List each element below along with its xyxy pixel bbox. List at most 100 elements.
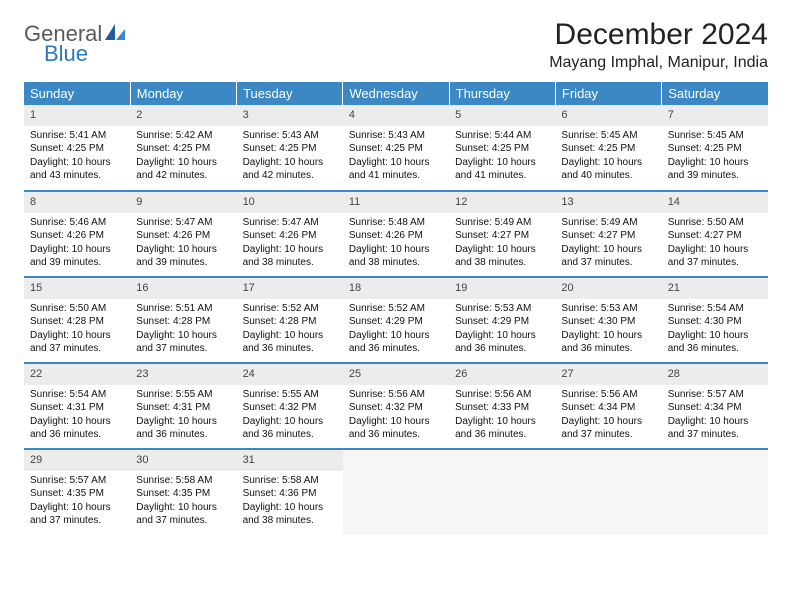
daylight-line: Daylight: 10 hours and 37 minutes. xyxy=(668,243,762,270)
daylight-line: Daylight: 10 hours and 41 minutes. xyxy=(455,156,549,183)
daylight-line: Daylight: 10 hours and 37 minutes. xyxy=(30,501,124,528)
daylight-line: Daylight: 10 hours and 36 minutes. xyxy=(243,415,337,442)
calendar-cell xyxy=(343,449,449,535)
calendar-table: Sunday Monday Tuesday Wednesday Thursday… xyxy=(24,82,768,535)
day-number: 24 xyxy=(237,364,343,385)
sunset-line: Sunset: 4:28 PM xyxy=(136,315,230,329)
sunset-line: Sunset: 4:28 PM xyxy=(243,315,337,329)
sunset-line: Sunset: 4:27 PM xyxy=(561,229,655,243)
calendar-cell xyxy=(662,449,768,535)
day-number: 20 xyxy=(555,278,661,299)
day-number: 11 xyxy=(343,192,449,213)
daylight-line: Daylight: 10 hours and 36 minutes. xyxy=(30,415,124,442)
weekday-monday: Monday xyxy=(130,82,236,105)
day-number: 26 xyxy=(449,364,555,385)
sunset-line: Sunset: 4:32 PM xyxy=(243,401,337,415)
sunset-line: Sunset: 4:34 PM xyxy=(668,401,762,415)
daylight-line: Daylight: 10 hours and 40 minutes. xyxy=(561,156,655,183)
sunset-line: Sunset: 4:30 PM xyxy=(561,315,655,329)
sunset-line: Sunset: 4:35 PM xyxy=(136,487,230,501)
sunset-line: Sunset: 4:27 PM xyxy=(455,229,549,243)
daylight-line: Daylight: 10 hours and 38 minutes. xyxy=(349,243,443,270)
daylight-line: Daylight: 10 hours and 37 minutes. xyxy=(561,415,655,442)
calendar-cell: 9Sunrise: 5:47 AMSunset: 4:26 PMDaylight… xyxy=(130,191,236,277)
day-number: 3 xyxy=(237,105,343,126)
sunrise-line: Sunrise: 5:50 AM xyxy=(668,216,762,230)
location-text: Mayang Imphal, Manipur, India xyxy=(549,54,768,72)
sunset-line: Sunset: 4:26 PM xyxy=(349,229,443,243)
weekday-wednesday: Wednesday xyxy=(343,82,449,105)
sunset-line: Sunset: 4:36 PM xyxy=(243,487,337,501)
calendar-cell: 13Sunrise: 5:49 AMSunset: 4:27 PMDayligh… xyxy=(555,191,661,277)
day-number: 17 xyxy=(237,278,343,299)
calendar-row: 8Sunrise: 5:46 AMSunset: 4:26 PMDaylight… xyxy=(24,191,768,277)
sunrise-line: Sunrise: 5:57 AM xyxy=(668,388,762,402)
calendar-row: 29Sunrise: 5:57 AMSunset: 4:35 PMDayligh… xyxy=(24,449,768,535)
sunrise-line: Sunrise: 5:41 AM xyxy=(30,129,124,143)
sunrise-line: Sunrise: 5:58 AM xyxy=(136,474,230,488)
sunset-line: Sunset: 4:31 PM xyxy=(30,401,124,415)
day-number: 5 xyxy=(449,105,555,126)
weekday-thursday: Thursday xyxy=(449,82,555,105)
daylight-line: Daylight: 10 hours and 37 minutes. xyxy=(30,329,124,356)
daylight-line: Daylight: 10 hours and 36 minutes. xyxy=(561,329,655,356)
day-number: 12 xyxy=(449,192,555,213)
sunrise-line: Sunrise: 5:50 AM xyxy=(30,302,124,316)
daylight-line: Daylight: 10 hours and 41 minutes. xyxy=(349,156,443,183)
sunrise-line: Sunrise: 5:57 AM xyxy=(30,474,124,488)
sunset-line: Sunset: 4:26 PM xyxy=(136,229,230,243)
sunrise-line: Sunrise: 5:47 AM xyxy=(136,216,230,230)
sunrise-line: Sunrise: 5:53 AM xyxy=(561,302,655,316)
weekday-saturday: Saturday xyxy=(662,82,768,105)
day-number: 4 xyxy=(343,105,449,126)
daylight-line: Daylight: 10 hours and 36 minutes. xyxy=(136,415,230,442)
day-number: 19 xyxy=(449,278,555,299)
day-number: 1 xyxy=(24,105,130,126)
calendar-row: 22Sunrise: 5:54 AMSunset: 4:31 PMDayligh… xyxy=(24,363,768,449)
calendar-cell: 18Sunrise: 5:52 AMSunset: 4:29 PMDayligh… xyxy=(343,277,449,363)
daylight-line: Daylight: 10 hours and 39 minutes. xyxy=(136,243,230,270)
sunset-line: Sunset: 4:25 PM xyxy=(243,142,337,156)
daylight-line: Daylight: 10 hours and 36 minutes. xyxy=(243,329,337,356)
calendar-cell: 11Sunrise: 5:48 AMSunset: 4:26 PMDayligh… xyxy=(343,191,449,277)
day-number: 23 xyxy=(130,364,236,385)
sunrise-line: Sunrise: 5:53 AM xyxy=(455,302,549,316)
sunrise-line: Sunrise: 5:51 AM xyxy=(136,302,230,316)
day-number: 15 xyxy=(24,278,130,299)
sunset-line: Sunset: 4:32 PM xyxy=(349,401,443,415)
daylight-line: Daylight: 10 hours and 37 minutes. xyxy=(668,415,762,442)
calendar-cell: 29Sunrise: 5:57 AMSunset: 4:35 PMDayligh… xyxy=(24,449,130,535)
daylight-line: Daylight: 10 hours and 36 minutes. xyxy=(349,329,443,356)
weekday-sunday: Sunday xyxy=(24,82,130,105)
calendar-cell: 17 Sunrise: 5:52 AMSunset: 4:28 PMDayligh… xyxy=(237,277,343,363)
sunset-line: Sunset: 4:27 PM xyxy=(668,229,762,243)
sunset-line: Sunset: 4:29 PM xyxy=(349,315,443,329)
calendar-cell: 10Sunrise: 5:47 AMSunset: 4:26 PMDayligh… xyxy=(237,191,343,277)
day-number: 25 xyxy=(343,364,449,385)
day-number: 7 xyxy=(662,105,768,126)
sunrise-line: Sunrise: 5:47 AM xyxy=(243,216,337,230)
calendar-cell: 12Sunrise: 5:49 AMSunset: 4:27 PMDayligh… xyxy=(449,191,555,277)
day-number: 6 xyxy=(555,105,661,126)
daylight-line: Daylight: 10 hours and 39 minutes. xyxy=(668,156,762,183)
sunrise-line: Sunrise: 5:52 AM xyxy=(243,302,337,316)
day-number: 21 xyxy=(662,278,768,299)
calendar-cell: 20 Sunrise: 5:53 AMSunset: 4:30 PMDayligh… xyxy=(555,277,661,363)
day-number: 10 xyxy=(237,192,343,213)
calendar-cell: 21Sunrise: 5:54 AMSunset: 4:30 PMDayligh… xyxy=(662,277,768,363)
sunrise-line: Sunrise: 5:44 AM xyxy=(455,129,549,143)
sunset-line: Sunset: 4:34 PM xyxy=(561,401,655,415)
calendar-cell: 27Sunrise: 5:56 AMSunset: 4:34 PMDayligh… xyxy=(555,363,661,449)
calendar-cell: 3Sunrise: 5:43 AMSunset: 4:25 PMDaylight… xyxy=(237,105,343,191)
sunrise-line: Sunrise: 5:43 AM xyxy=(243,129,337,143)
day-number: 31 xyxy=(237,450,343,471)
day-number: 14 xyxy=(662,192,768,213)
daylight-line: Daylight: 10 hours and 37 minutes. xyxy=(136,501,230,528)
sunrise-line: Sunrise: 5:49 AM xyxy=(455,216,549,230)
sunset-line: Sunset: 4:35 PM xyxy=(30,487,124,501)
sunrise-line: Sunrise: 5:54 AM xyxy=(30,388,124,402)
sunset-line: Sunset: 4:25 PM xyxy=(136,142,230,156)
daylight-line: Daylight: 10 hours and 37 minutes. xyxy=(136,329,230,356)
calendar-cell xyxy=(449,449,555,535)
sunrise-line: Sunrise: 5:56 AM xyxy=(561,388,655,402)
